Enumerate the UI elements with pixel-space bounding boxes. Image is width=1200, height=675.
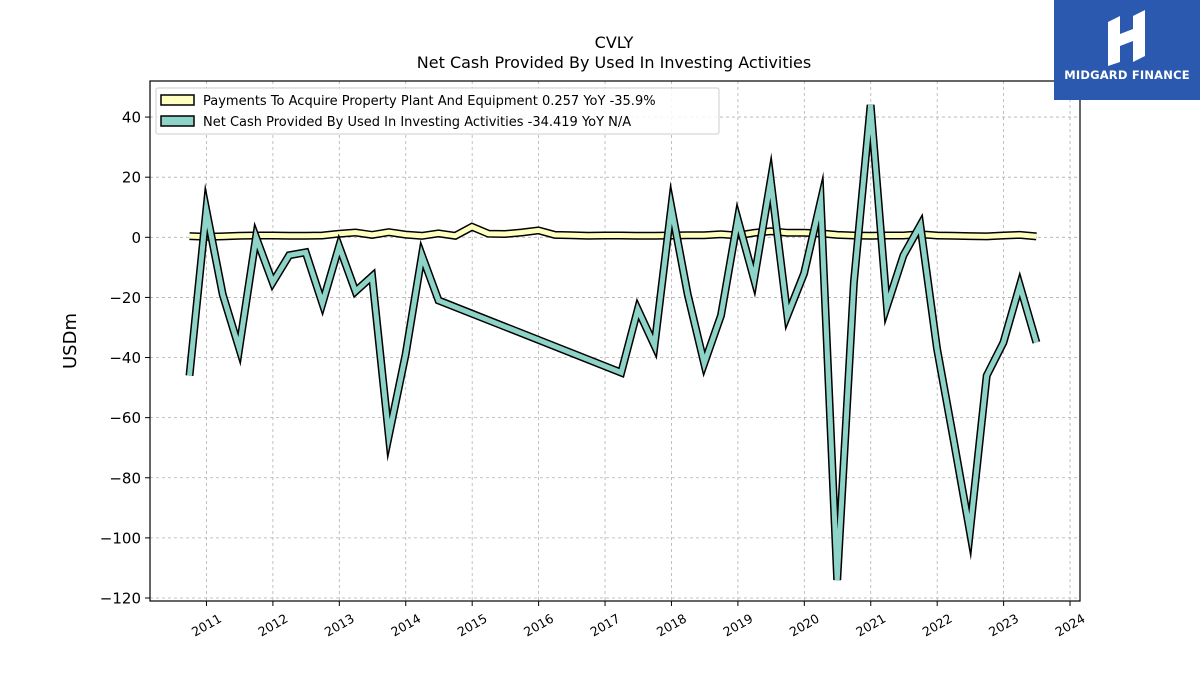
y-tick-label: 20 — [122, 169, 141, 187]
chart-subtitle: Net Cash Provided By Used In Investing A… — [417, 53, 811, 72]
x-tick-label: 2016 — [521, 611, 556, 640]
x-tick-label: 2023 — [986, 611, 1021, 640]
x-tick-label: 2015 — [455, 611, 490, 640]
y-tick-label: −120 — [100, 589, 141, 607]
series-line-outline — [185, 104, 1041, 581]
legend-label: Payments To Acquire Property Plant And E… — [203, 94, 656, 109]
x-tick-label: 2018 — [654, 611, 689, 640]
legend-swatch — [160, 115, 195, 127]
x-tick-label: 2020 — [787, 611, 822, 640]
x-tick-label: 2024 — [1052, 611, 1087, 640]
y-axis-label: USDm — [60, 313, 81, 369]
y-tick-label: 0 — [131, 229, 141, 247]
midgard-logo-icon — [1108, 10, 1145, 66]
x-tick-label: 2013 — [322, 611, 357, 640]
y-axis: 40 20 0 −20 −40 −60 −80 −100 −120 — [100, 109, 150, 607]
y-tick-label: −40 — [109, 349, 141, 367]
series-2 — [185, 104, 1041, 581]
series-line — [187, 104, 1039, 581]
series-layer — [185, 104, 1041, 581]
brand-name: MIDGARD FINANCE — [1064, 68, 1190, 82]
x-tick-label: 2021 — [853, 611, 888, 640]
y-tick-label: −20 — [109, 289, 141, 307]
x-tick-label: 2017 — [587, 611, 622, 640]
legend: Payments To Acquire Property Plant And E… — [155, 87, 720, 135]
x-axis: 2011 2012 2013 2014 2015 2016 2017 2018 2019 2020… — [189, 601, 1088, 640]
plot-frame — [149, 80, 1081, 602]
y-tick-label: −80 — [109, 469, 141, 487]
series-1 — [189, 222, 1037, 241]
chart-title: CVLY — [595, 33, 634, 52]
legend-label: Net Cash Provided By Used In Investing A… — [203, 115, 631, 130]
legend-swatch — [160, 94, 195, 106]
y-tick-label: −60 — [109, 409, 141, 427]
x-tick-label: 2022 — [920, 611, 955, 640]
x-tick-label: 2012 — [255, 611, 290, 640]
y-tick-label: −100 — [100, 529, 141, 547]
x-tick-label: 2014 — [388, 611, 423, 640]
brand-logo: MIDGARD FINANCE — [1054, 0, 1200, 100]
x-tick-label: 2019 — [720, 611, 755, 640]
x-tick-label: 2011 — [189, 611, 224, 640]
y-tick-label: 40 — [122, 109, 141, 127]
grid-layer — [150, 81, 1080, 601]
series-line — [189, 224, 1037, 240]
